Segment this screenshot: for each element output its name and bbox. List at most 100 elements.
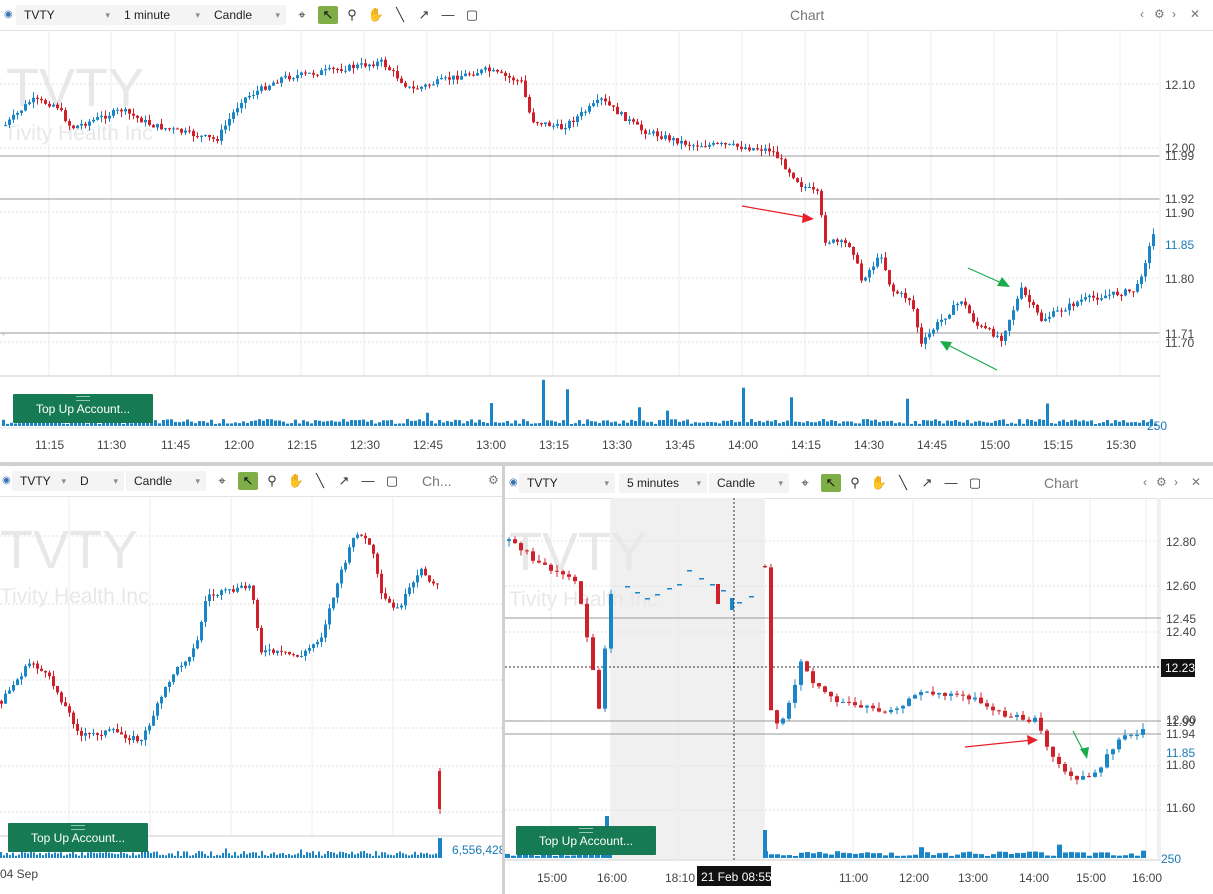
volume-bar xyxy=(54,852,56,858)
volume-bar xyxy=(1130,422,1133,426)
candle-body xyxy=(208,134,211,138)
watermark-symbol: TVTY xyxy=(509,522,647,582)
rect-icon[interactable]: ▢ xyxy=(465,7,479,22)
volume-bar xyxy=(396,853,398,858)
volume-bar xyxy=(306,421,309,426)
close-icon[interactable]: ✕ xyxy=(1190,7,1201,21)
gear-icon[interactable]: ⚙ xyxy=(1156,475,1167,489)
gear-icon[interactable]: ⚙ xyxy=(488,473,499,487)
rect-icon[interactable]: ▢ xyxy=(385,473,399,488)
volume-bar xyxy=(438,419,441,426)
pointer-icon[interactable]: ↖ xyxy=(238,472,258,490)
candle-body xyxy=(895,708,899,710)
axis-handle-icon[interactable]: ◦ xyxy=(2,329,5,339)
close-icon[interactable]: ✕ xyxy=(1191,475,1202,489)
candle-body xyxy=(540,122,543,125)
candle-body xyxy=(620,112,623,115)
crosshair-icon[interactable]: ⌖ xyxy=(298,7,306,22)
hand-icon[interactable]: ✋ xyxy=(367,7,385,22)
line-icon[interactable]: ╲ xyxy=(316,473,324,488)
gear-icon[interactable]: ⚙ xyxy=(1154,7,1165,21)
candle-body xyxy=(12,684,15,691)
pointer-icon[interactable]: ↖ xyxy=(318,6,338,24)
top-volume-bars xyxy=(2,379,1157,426)
chart-type-select[interactable]: Candle ▾ xyxy=(206,5,286,25)
symbol-select[interactable]: TVTY ▾ xyxy=(12,471,72,491)
hline-icon[interactable]: — xyxy=(361,473,375,488)
panel-link-icon[interactable]: ◉ xyxy=(509,477,518,488)
candle-body xyxy=(744,147,747,150)
interval-select[interactable]: 5 minutes ▾ xyxy=(619,473,707,493)
panel-link-icon[interactable]: ◉ xyxy=(4,9,13,20)
candle-body xyxy=(360,63,363,65)
arrow-icon[interactable]: ↗ xyxy=(921,475,933,490)
volume-bar xyxy=(1129,853,1134,858)
interval-select[interactable]: 1 minute ▾ xyxy=(116,5,206,25)
top-up-account-button[interactable]: Top Up Account... xyxy=(516,826,656,855)
collapse-icon[interactable]: ‹ xyxy=(1140,7,1144,21)
volume-bar xyxy=(414,420,417,426)
hand-icon[interactable]: ✋ xyxy=(870,475,888,490)
line-icon[interactable]: ╲ xyxy=(899,475,907,490)
bottom-right-chart-canvas[interactable]: TVTY Tivity Health Inc 12.80 12.60 12.45… xyxy=(505,466,1213,894)
pointer-icon[interactable]: ↖ xyxy=(821,474,841,492)
candle-body xyxy=(132,736,135,740)
volume-bar xyxy=(57,853,59,858)
volume-bar xyxy=(258,855,260,858)
expand-icon[interactable]: › xyxy=(1174,475,1178,489)
volume-bar xyxy=(158,423,161,426)
chart-type-select[interactable]: Candle ▾ xyxy=(126,471,206,491)
interval-select[interactable]: D ▾ xyxy=(72,471,124,491)
candle-body xyxy=(1148,246,1151,264)
volume-bar xyxy=(30,852,32,858)
volume-bar xyxy=(786,420,789,426)
volume-bar xyxy=(565,855,570,858)
arrow-icon[interactable]: ↗ xyxy=(418,7,430,22)
zoom-icon[interactable]: ⚲ xyxy=(347,7,357,22)
candle-body xyxy=(1064,310,1067,312)
hline-icon[interactable]: — xyxy=(441,7,455,22)
zoom-icon[interactable]: ⚲ xyxy=(850,475,860,490)
volume-bar xyxy=(342,851,344,858)
top-chart-canvas[interactable]: TVTY Tivity Health Inc 12.10 12.00 11.99… xyxy=(0,0,1213,462)
candle-body xyxy=(531,551,535,561)
candle-body xyxy=(436,583,439,585)
candle-body xyxy=(980,325,983,327)
volume-bar xyxy=(894,423,897,426)
crosshair-icon[interactable]: ⌖ xyxy=(801,475,809,490)
symbol-select[interactable]: TVTY ▾ xyxy=(16,5,116,25)
time-label: 15:15 xyxy=(1043,438,1073,452)
candle-body xyxy=(68,706,71,713)
rect-icon[interactable]: ▢ xyxy=(968,475,982,490)
bottom-left-chart-canvas[interactable]: TVTY Tivity Health Inc 6,556,428 04 Sep xyxy=(0,466,502,894)
volume-bar xyxy=(87,852,89,858)
hand-icon[interactable]: ✋ xyxy=(287,473,305,488)
volume-bar xyxy=(345,852,347,858)
volume-bar xyxy=(626,422,629,426)
horizontal-splitter[interactable] xyxy=(0,462,1213,466)
hline-icon[interactable]: — xyxy=(944,475,958,490)
chart-type-select[interactable]: Candle ▾ xyxy=(709,473,789,493)
expand-icon[interactable]: › xyxy=(1172,7,1176,21)
panel-link-icon[interactable]: ◉ xyxy=(2,475,11,486)
candle-body xyxy=(76,125,79,129)
top-up-account-button[interactable]: Top Up Account... xyxy=(13,394,153,423)
vertical-splitter[interactable] xyxy=(502,466,505,894)
top-up-account-button[interactable]: Top Up Account... xyxy=(8,823,148,852)
volume-bar xyxy=(120,851,122,858)
candle-body xyxy=(808,187,811,189)
candle-body xyxy=(332,597,335,609)
volume-bar xyxy=(339,851,341,858)
candle-body xyxy=(108,115,111,119)
symbol-select[interactable]: TVTY ▾ xyxy=(519,473,615,493)
zoom-icon[interactable]: ⚲ xyxy=(267,473,277,488)
volume-bar xyxy=(201,851,203,858)
line-icon[interactable]: ╲ xyxy=(396,7,404,22)
collapse-icon[interactable]: ‹ xyxy=(1143,475,1147,489)
volume-bar xyxy=(290,423,293,426)
watermark-name: Tivity Health Inc xyxy=(509,588,658,611)
candle-body xyxy=(516,80,519,82)
volume-bar xyxy=(351,851,353,858)
crosshair-icon[interactable]: ⌖ xyxy=(218,473,226,488)
arrow-icon[interactable]: ↗ xyxy=(338,473,350,488)
